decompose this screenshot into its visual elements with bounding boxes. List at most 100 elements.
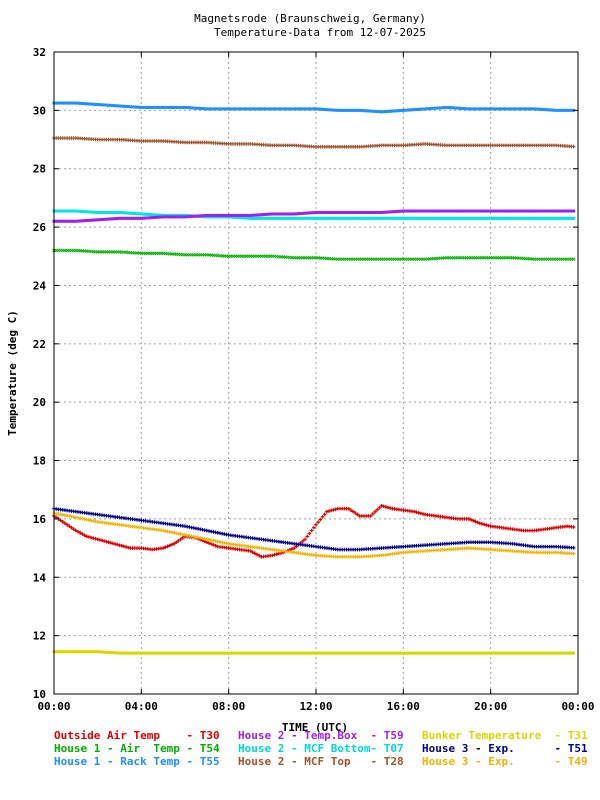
data-point [196,214,200,218]
data-point [209,107,213,111]
data-point [203,651,207,655]
data-point [290,547,294,551]
data-point [111,217,115,221]
data-point [242,651,246,655]
data-point [264,107,268,111]
data-point [515,216,519,220]
data-point [107,103,111,107]
y-tick-label: 28 [33,163,46,176]
data-point [118,651,121,655]
data-point [349,651,353,655]
data-point [198,651,202,655]
data-point [550,216,554,220]
data-point [377,216,381,220]
data-point [428,209,432,213]
data-point [190,214,194,218]
data-point [214,107,218,111]
data-point [259,213,263,217]
data-point [495,107,499,111]
data-point [340,108,344,112]
data-point [513,107,517,111]
data-point [329,211,333,214]
data-point [358,211,362,214]
data-point [310,651,314,655]
data-point [268,651,272,655]
data-point [401,108,405,112]
y-tick-label: 14 [33,571,47,584]
data-point [61,101,65,105]
data-point [349,108,353,112]
data-point [120,104,124,108]
data-point [168,651,172,655]
data-point [460,209,464,213]
data-point [303,216,307,220]
data-point [65,219,69,223]
data-point [286,212,290,216]
data-point [181,105,185,109]
data-point [502,107,506,111]
data-point [331,651,335,655]
data-point [262,216,266,220]
data-point [67,209,71,213]
data-point [480,651,484,655]
data-point [224,651,228,655]
legend-entry: House 1 - Air Temp - T54 [54,742,220,755]
data-point [342,651,346,655]
data-point [445,209,449,213]
data-point [397,216,401,220]
data-point [447,106,451,110]
data-point [259,651,263,655]
data-point [297,216,301,220]
data-point [113,217,117,221]
legend-entry: House 2 - MCF Top - T28 [238,755,404,768]
data-point [366,216,370,220]
data-point [495,216,499,220]
data-point [390,109,394,113]
data-point [194,106,198,110]
data-point [395,216,399,220]
data-point [126,105,130,109]
data-point [67,219,71,223]
data-point [270,216,274,220]
data-point [275,216,279,220]
data-point [397,209,401,213]
data-point [205,107,209,111]
data-point [83,102,87,106]
data-point [107,211,111,214]
data-point [345,216,349,220]
data-point [371,216,375,220]
data-point [69,209,73,213]
data-point [508,651,512,655]
data-point [473,216,477,220]
data-point [273,216,277,220]
data-point [342,108,346,112]
data-point [63,101,67,105]
data-point [471,518,475,523]
data-point [347,651,351,655]
data-point [303,107,307,111]
data-point [412,216,416,220]
data-point [375,508,379,512]
data-point [484,209,488,213]
data-point [257,553,262,558]
data-point [174,651,178,655]
data-point [142,105,146,109]
data-point [428,651,432,655]
data-point [543,108,547,112]
data-point [128,105,132,109]
data-point [408,108,412,112]
data-point [178,537,183,542]
data-point [305,211,309,215]
data-point [233,107,237,111]
data-point [316,211,320,214]
data-point [347,216,351,220]
data-point [238,107,242,111]
data-point [395,651,399,655]
data-point [233,213,237,217]
data-point [179,105,183,109]
data-point [432,209,436,213]
y-tick-label: 12 [33,630,46,643]
data-point [489,107,493,111]
data-point [72,219,76,223]
